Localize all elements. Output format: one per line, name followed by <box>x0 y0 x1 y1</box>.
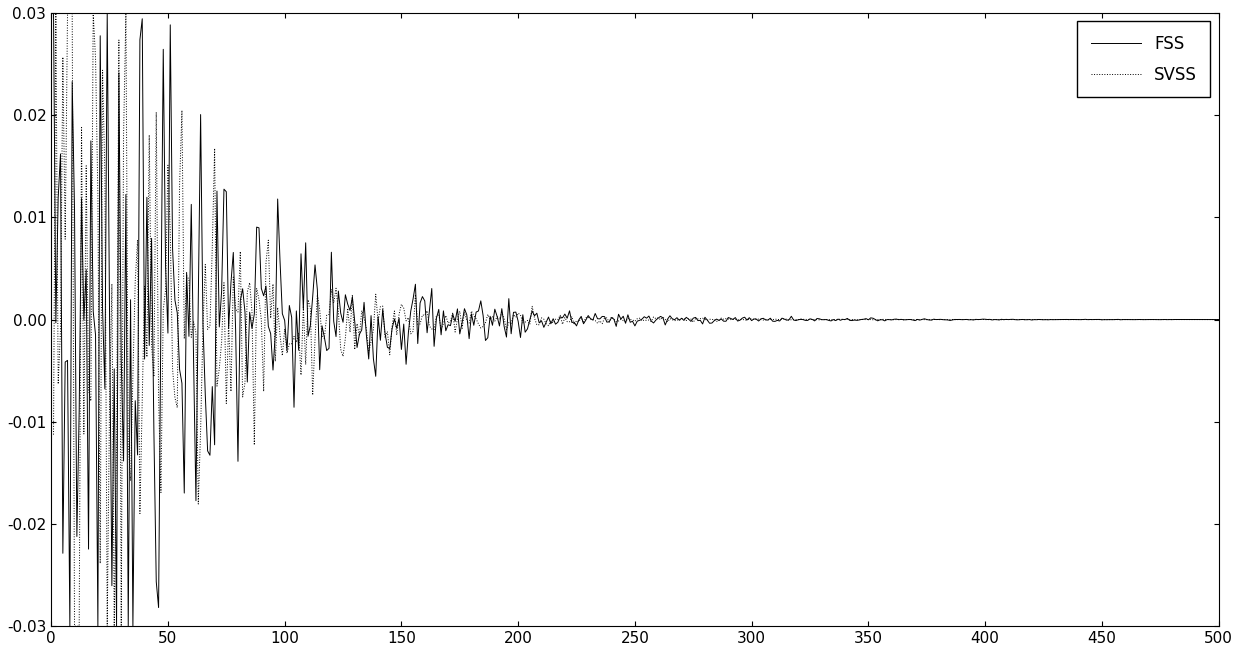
FSS <box>601 318 616 326</box>
SVSS <box>1006 315 1021 323</box>
FSS <box>678 313 693 321</box>
Line: SVSS: SVSS <box>53 13 1219 626</box>
FSS <box>1185 315 1200 323</box>
SVSS <box>744 315 759 323</box>
SVSS <box>67 622 82 630</box>
SVSS <box>48 9 63 17</box>
Legend: FSS, SVSS: FSS, SVSS <box>1078 22 1210 97</box>
FSS <box>46 9 61 17</box>
SVSS <box>1211 315 1226 323</box>
FSS <box>1003 315 1018 323</box>
FSS <box>62 622 77 630</box>
SVSS <box>604 313 619 321</box>
FSS <box>609 323 624 330</box>
FSS <box>1211 315 1226 323</box>
SVSS <box>681 315 696 323</box>
Line: FSS: FSS <box>53 13 1219 626</box>
SVSS <box>611 317 626 325</box>
SVSS <box>1188 315 1203 323</box>
FSS <box>742 314 756 322</box>
SVSS <box>46 431 61 439</box>
